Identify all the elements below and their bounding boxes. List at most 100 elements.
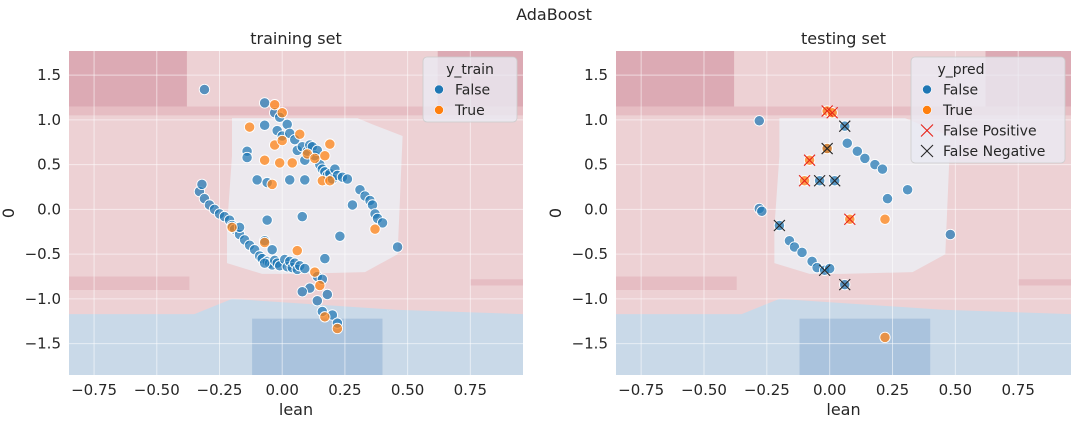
panel-2-legend-marker-circle <box>922 105 932 115</box>
panel-2-title: testing set <box>801 29 886 48</box>
panel-1-region-bottom-blue-dark <box>252 318 383 375</box>
panel-2-point-false <box>841 137 853 149</box>
panel-2-point-false <box>881 193 894 205</box>
panel-2-ytick-label: 0.0 <box>584 200 608 218</box>
panel-1-ytick-label: 0.0 <box>37 200 61 218</box>
panel-2-region-right-band <box>1018 279 1071 286</box>
panel-1-point-false <box>258 119 271 131</box>
panel-1-point-false <box>341 173 354 185</box>
panel-1-point-true <box>324 138 336 150</box>
panel-1-region-center-white <box>227 118 403 274</box>
panel-1-xtick-label: 0.00 <box>266 381 299 399</box>
panel-2-axes: testing set−0.75 −0.50 −0.25 0.00 0.25 0.50 0.… <box>546 29 1071 419</box>
figure-suptitle: AdaBoost <box>516 5 592 24</box>
panel-2-false-negative-marker <box>838 120 851 133</box>
panel-2-legend-label: False Negative <box>943 144 1045 160</box>
panel-2-point-true <box>879 213 891 225</box>
false-positive-marker-stroke <box>826 106 839 119</box>
panel-2-xtick-label: 0.50 <box>939 381 972 399</box>
panel-1-legend-box <box>422 56 518 123</box>
panel-2-legend-label: False <box>943 83 978 99</box>
panel-2-xlabel: lean <box>826 400 860 419</box>
panel-2-legend-title: y_pred <box>937 62 984 78</box>
panel-2-legend-box <box>910 56 1066 164</box>
panel-1-point-false <box>299 262 311 275</box>
panel-2-point-false <box>944 228 956 241</box>
panel-2-point-false <box>851 145 863 157</box>
panel-1-xtick-label: −0.25 <box>197 381 243 399</box>
panel-2-false-positive-marker <box>803 154 816 167</box>
panel-1-ytick-label: −0.5 <box>25 245 61 263</box>
panel-1-point-true <box>243 121 256 133</box>
panel-1-region-left-band <box>69 276 190 290</box>
panel-2-false-negative-marker <box>773 219 786 232</box>
panel-1-point-false <box>296 286 308 298</box>
panel-2-ytick-label: −0.5 <box>572 245 608 263</box>
panel-1-point-true <box>258 236 271 249</box>
panel-1-point-false <box>299 174 311 186</box>
panel-1-ytick-label: −1.5 <box>25 335 61 353</box>
panel-2-ylabel: 0 <box>546 208 565 218</box>
panel-2-false-negative-marker <box>838 278 851 291</box>
panel-1-point-true <box>276 107 288 119</box>
panel-1-point-false <box>296 210 308 223</box>
false-positive-marker-stroke <box>821 105 834 117</box>
false-negative-marker-stroke <box>813 174 826 187</box>
panel-1-point-false <box>284 174 296 186</box>
panel-2-legend-label: True <box>942 103 973 119</box>
panel-2-point-false <box>859 152 871 165</box>
panel-2-ytick-label: −1.5 <box>572 335 608 353</box>
false-positive-marker-stroke <box>798 174 811 187</box>
panel-1-point-true <box>319 150 331 162</box>
panel-1-point-false <box>198 83 211 96</box>
panel-1-ytick-label: 1.5 <box>37 66 61 84</box>
panel-1-point-false <box>391 241 404 253</box>
panel-1-point-true <box>291 244 303 257</box>
panel-1-xtick-label: −0.75 <box>71 381 117 399</box>
panel-1-point-true <box>314 279 326 292</box>
panel-1-point-false <box>258 257 271 269</box>
panel-1-point-true <box>269 99 281 111</box>
panel-1-point-false <box>266 244 278 256</box>
panel-2-false-positive-marker <box>798 174 811 187</box>
panel-2-false-positive-marker <box>843 213 856 226</box>
panel-1-legend-label: False <box>455 83 490 99</box>
panel-1-point-false <box>241 151 253 164</box>
panel-1-point-false <box>376 217 389 229</box>
panel-2-legend-marker-x <box>920 144 934 158</box>
panel-1-ytick-label: 0.5 <box>37 156 61 174</box>
panel-1-point-true <box>258 154 271 166</box>
panel-1-point-true <box>331 322 344 335</box>
panel-2-false-positive-marker <box>826 106 839 119</box>
panel-2-point-false <box>824 262 836 275</box>
panel-2-ytick-label: 1.0 <box>584 111 608 129</box>
panel-2-xtick-label: 0.25 <box>876 381 909 399</box>
panel-1-point-false <box>258 97 271 109</box>
panel-1-legend-label: True <box>454 103 485 119</box>
panel-2-legend-marker-x <box>920 124 934 137</box>
panel-1-point-true <box>226 221 238 233</box>
panel-1-xtick-label: −0.50 <box>134 381 180 399</box>
panel-1-plot-area <box>69 51 523 375</box>
panel-2-ytick-label: 0.5 <box>584 156 608 174</box>
panel-1-point-true <box>294 128 306 140</box>
panel-1-point-false <box>261 214 273 226</box>
panel-2-point-false <box>876 163 889 175</box>
panel-1-legend-marker-circle <box>434 84 444 95</box>
panel-2-false-negative-marker <box>818 264 831 277</box>
false-positive-marker-stroke <box>803 154 816 167</box>
false-negative-marker-stroke <box>838 120 851 133</box>
panel-1-legend-marker-circle <box>434 105 444 115</box>
panel-1-title: training set <box>250 29 342 48</box>
panel-1-point-false <box>311 295 323 307</box>
panel-1-ytick-label: 1.0 <box>37 111 61 129</box>
panel-2-region-top-left <box>616 51 735 110</box>
panel-1-region-right-band <box>470 279 523 286</box>
panel-2-legend-label: False Positive <box>943 124 1037 140</box>
panel-2-point-false <box>796 246 808 259</box>
panel-1-point-false <box>196 178 208 191</box>
panel-1-point-true <box>309 266 321 278</box>
panel-1-region-top-left <box>69 51 187 110</box>
